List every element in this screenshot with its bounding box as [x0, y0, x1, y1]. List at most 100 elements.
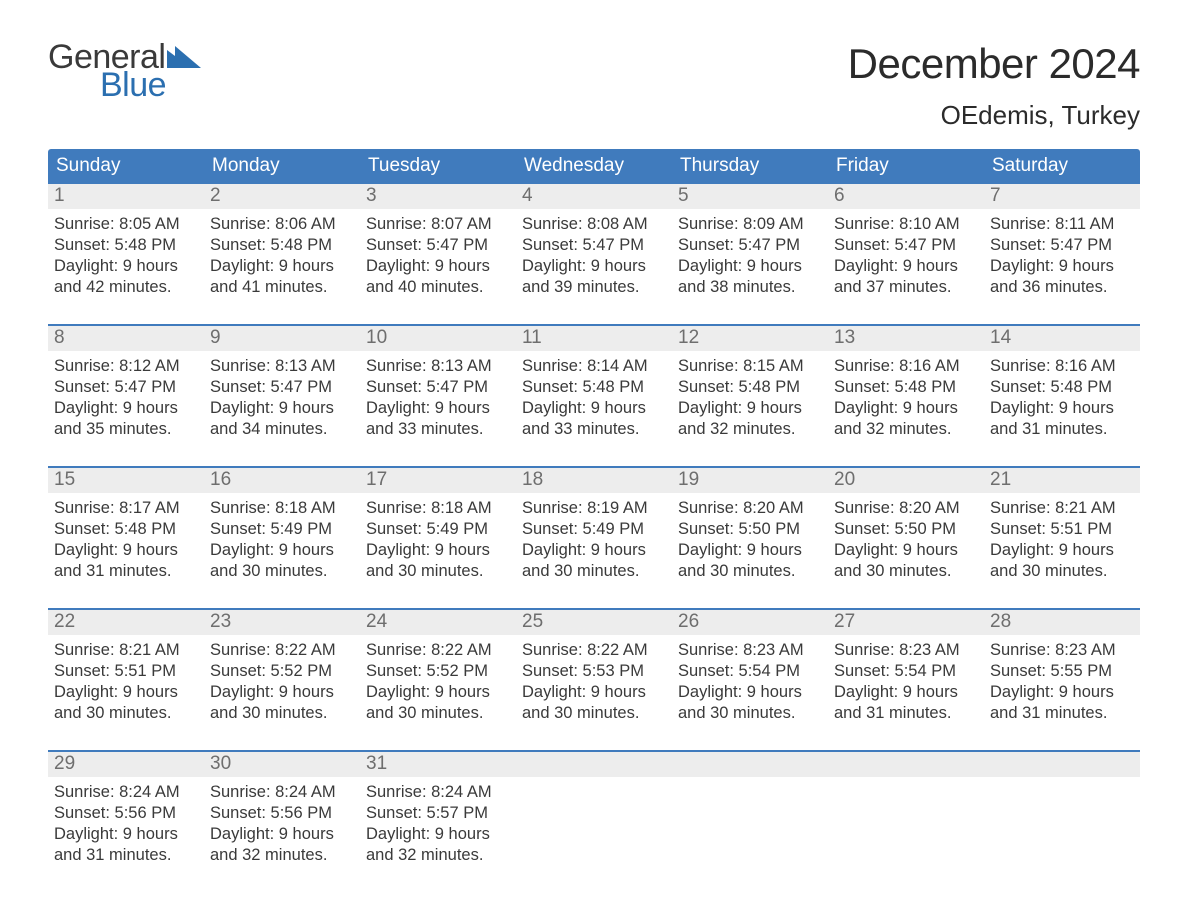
day-number-row: 12 — [672, 326, 828, 351]
calendar-day: 17Sunrise: 8:18 AMSunset: 5:49 PMDayligh… — [360, 468, 516, 596]
day-number: 6 — [834, 185, 845, 206]
sunset-text: Sunset: 5:48 PM — [54, 519, 198, 540]
day-number: 26 — [678, 611, 699, 632]
day-number-row: 25 — [516, 610, 672, 635]
day-number: 3 — [366, 185, 377, 206]
weekday-header: Monday — [204, 149, 360, 184]
day-number: 19 — [678, 469, 699, 490]
day-number-row: 15 — [48, 468, 204, 493]
sunset-text: Sunset: 5:51 PM — [990, 519, 1134, 540]
calendar-day: 31Sunrise: 8:24 AMSunset: 5:57 PMDayligh… — [360, 752, 516, 880]
day-details: Sunrise: 8:09 AMSunset: 5:47 PMDaylight:… — [672, 209, 828, 304]
day-number: 30 — [210, 753, 231, 774]
dl1-text: Daylight: 9 hours — [366, 256, 510, 277]
sunset-text: Sunset: 5:48 PM — [678, 377, 822, 398]
weekday-header: Wednesday — [516, 149, 672, 184]
calendar-day: 19 Sunrise: 8:20 AMSunset: 5:50 PMDayligh… — [672, 468, 828, 596]
sunrise-text: Sunrise: 8:15 AM — [678, 356, 822, 377]
day-number-row: 8 — [48, 326, 204, 351]
month-title: December 2024 — [848, 40, 1140, 88]
day-number-row: 9 — [204, 326, 360, 351]
sunrise-text: Sunrise: 8:24 AM — [54, 782, 198, 803]
sunrise-text: Sunrise: 8:11 AM — [990, 214, 1134, 235]
sunset-text: Sunset: 5:56 PM — [210, 803, 354, 824]
calendar-week: 8Sunrise: 8:12 AMSunset: 5:47 PMDaylight… — [48, 324, 1140, 454]
day-details: Sunrise: 8:13 AMSunset: 5:47 PMDaylight:… — [360, 351, 516, 446]
sunrise-text: Sunrise: 8:24 AM — [366, 782, 510, 803]
day-number: 7 — [990, 185, 1001, 206]
day-details: Sunrise: 8:18 AMSunset: 5:49 PMDaylight:… — [204, 493, 360, 588]
calendar-day: 6Sunrise: 8:10 AMSunset: 5:47 PMDaylight… — [828, 184, 984, 312]
calendar-day: 16Sunrise: 8:18 AMSunset: 5:49 PMDayligh… — [204, 468, 360, 596]
dl1-text: Daylight: 9 hours — [366, 398, 510, 419]
day-number-row: 1 — [48, 184, 204, 209]
dl2-text: and 33 minutes. — [366, 419, 510, 440]
dl1-text: Daylight: 9 hours — [678, 398, 822, 419]
day-number: 13 — [834, 327, 855, 348]
day-number: 15 — [54, 469, 75, 490]
day-number-row: 19 — [672, 468, 828, 493]
sunrise-text: Sunrise: 8:22 AM — [522, 640, 666, 661]
day-details: Sunrise: 8:18 AMSunset: 5:49 PMDaylight:… — [360, 493, 516, 588]
calendar-day: 0 — [984, 752, 1140, 880]
day-number: 14 — [990, 327, 1011, 348]
day-number-row: 27 — [828, 610, 984, 635]
day-number: 22 — [54, 611, 75, 632]
title-block: December 2024 OEdemis, Turkey — [848, 40, 1140, 131]
day-number-row: 0 — [516, 752, 672, 777]
dl2-text: and 30 minutes. — [834, 561, 978, 582]
sunrise-text: Sunrise: 8:24 AM — [210, 782, 354, 803]
day-number-row: 10 — [360, 326, 516, 351]
calendar-day: 0 — [516, 752, 672, 880]
dl1-text: Daylight: 9 hours — [366, 540, 510, 561]
dl2-text: and 30 minutes. — [678, 703, 822, 724]
calendar-day: 24Sunrise: 8:22 AMSunset: 5:52 PMDayligh… — [360, 610, 516, 738]
brand-logo: General Blue — [48, 40, 201, 102]
sunset-text: Sunset: 5:57 PM — [366, 803, 510, 824]
dl1-text: Daylight: 9 hours — [366, 682, 510, 703]
dl1-text: Daylight: 9 hours — [210, 398, 354, 419]
day-number: 11 — [522, 327, 542, 348]
dl2-text: and 32 minutes. — [366, 845, 510, 866]
sunset-text: Sunset: 5:47 PM — [834, 235, 978, 256]
dl2-text: and 35 minutes. — [54, 419, 198, 440]
sunset-text: Sunset: 5:54 PM — [678, 661, 822, 682]
day-number-row: 22 — [48, 610, 204, 635]
dl2-text: and 30 minutes. — [522, 703, 666, 724]
day-details: Sunrise: 8:21 AMSunset: 5:51 PMDaylight:… — [48, 635, 204, 730]
sunrise-text: Sunrise: 8:13 AM — [366, 356, 510, 377]
dl1-text: Daylight: 9 hours — [366, 824, 510, 845]
sunrise-text: Sunrise: 8:22 AM — [366, 640, 510, 661]
dl1-text: Daylight: 9 hours — [210, 682, 354, 703]
dl2-text: and 32 minutes. — [834, 419, 978, 440]
sunset-text: Sunset: 5:53 PM — [522, 661, 666, 682]
weekday-header: Saturday — [984, 149, 1140, 184]
sunrise-text: Sunrise: 8:08 AM — [522, 214, 666, 235]
calendar-week: 29Sunrise: 8:24 AMSunset: 5:56 PMDayligh… — [48, 750, 1140, 880]
day-number-row: 7 — [984, 184, 1140, 209]
dl2-text: and 30 minutes. — [366, 561, 510, 582]
dl2-text: and 33 minutes. — [522, 419, 666, 440]
day-details: Sunrise: 8:11 AMSunset: 5:47 PMDaylight:… — [984, 209, 1140, 304]
day-number: 2 — [210, 185, 221, 206]
day-number: 4 — [522, 185, 533, 206]
day-number-row: 4 — [516, 184, 672, 209]
sunrise-text: Sunrise: 8:23 AM — [990, 640, 1134, 661]
calendar-day: 20Sunrise: 8:20 AMSunset: 5:50 PMDayligh… — [828, 468, 984, 596]
sunrise-text: Sunrise: 8:09 AM — [678, 214, 822, 235]
calendar-day: 12 Sunrise: 8:15 AMSunset: 5:48 PMDayligh… — [672, 326, 828, 454]
sunset-text: Sunset: 5:48 PM — [210, 235, 354, 256]
dl1-text: Daylight: 9 hours — [54, 398, 198, 419]
day-number: 9 — [210, 327, 221, 348]
day-number-row: 0 — [672, 752, 828, 777]
sunset-text: Sunset: 5:48 PM — [834, 377, 978, 398]
day-number: 24 — [366, 611, 387, 632]
calendar-day: 25Sunrise: 8:22 AMSunset: 5:53 PMDayligh… — [516, 610, 672, 738]
flag-icon — [167, 46, 201, 68]
day-number: 29 — [54, 753, 75, 774]
dl1-text: Daylight: 9 hours — [210, 824, 354, 845]
day-details: Sunrise: 8:20 AMSunset: 5:50 PMDaylight:… — [672, 493, 828, 588]
sunset-text: Sunset: 5:49 PM — [210, 519, 354, 540]
sunrise-text: Sunrise: 8:20 AM — [678, 498, 822, 519]
sunrise-text: Sunrise: 8:16 AM — [834, 356, 978, 377]
